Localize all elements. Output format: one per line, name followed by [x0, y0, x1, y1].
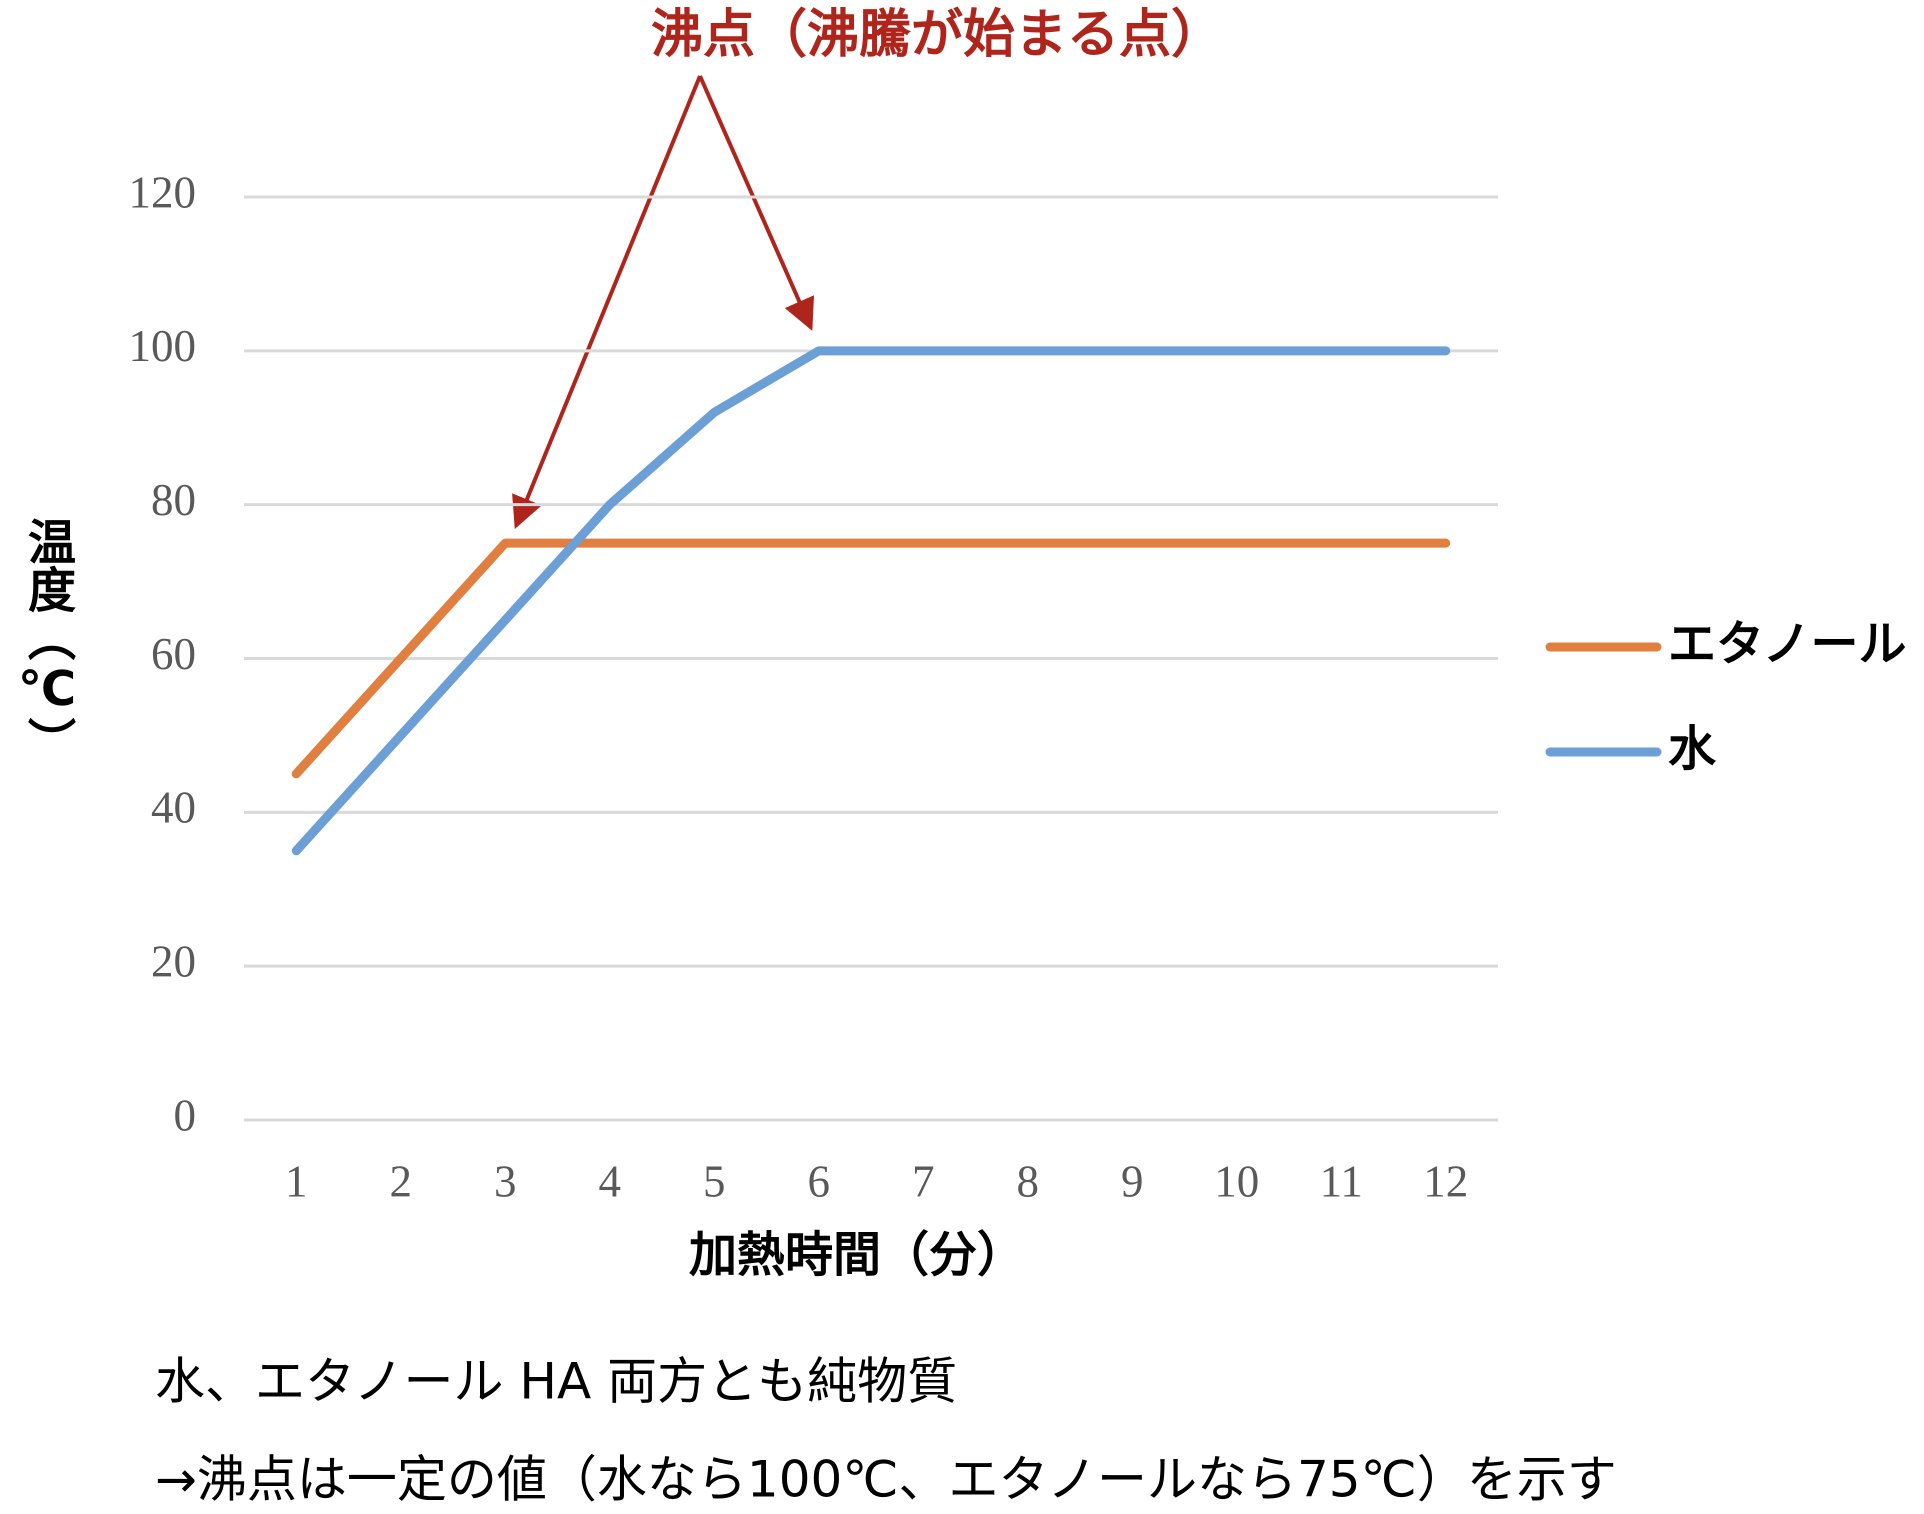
x-tick-label: 11 — [1320, 1156, 1363, 1206]
y-tick-label: 20 — [151, 936, 196, 986]
x-axis-label: 加熱時間（分） — [689, 1227, 1025, 1283]
x-tick-label: 5 — [703, 1156, 726, 1206]
x-tick-label: 8 — [1017, 1156, 1040, 1206]
annotation-arrow — [698, 75, 815, 331]
x-tick-label: 3 — [494, 1156, 517, 1206]
x-tick-label: 6 — [808, 1156, 831, 1206]
legend-label: 水 — [1668, 721, 1717, 777]
y-tick-label: 80 — [151, 475, 196, 525]
x-tick-label: 10 — [1214, 1156, 1259, 1206]
chart-title: 沸点（沸騰が始まる点） — [651, 5, 1223, 65]
x-tick-label: 9 — [1121, 1156, 1144, 1206]
x-tick-label: 1 — [285, 1156, 308, 1206]
y-tick-label: 60 — [151, 629, 196, 679]
x-tick-label: 2 — [390, 1156, 413, 1206]
y-tick-label: 40 — [151, 783, 196, 833]
series-line — [291, 538, 1451, 779]
legend-label: エタノール — [1668, 616, 1907, 672]
series-line — [291, 346, 1451, 856]
y-tick-label: 120 — [129, 167, 197, 217]
note: →沸点は一定の値（水なら100℃、エタノールなら75℃）を示す — [155, 1451, 1617, 1509]
x-tick-label: 12 — [1423, 1156, 1468, 1206]
x-tick-label: 7 — [912, 1156, 935, 1206]
y-axis-label: 温度（℃） — [19, 517, 76, 765]
note: 水、エタノール HA 両方とも純物質 — [155, 1353, 957, 1411]
y-tick-label: 100 — [129, 321, 197, 371]
annotation-arrow — [512, 75, 702, 529]
x-tick-label: 4 — [599, 1156, 622, 1206]
y-tick-label: 0 — [174, 1090, 197, 1140]
